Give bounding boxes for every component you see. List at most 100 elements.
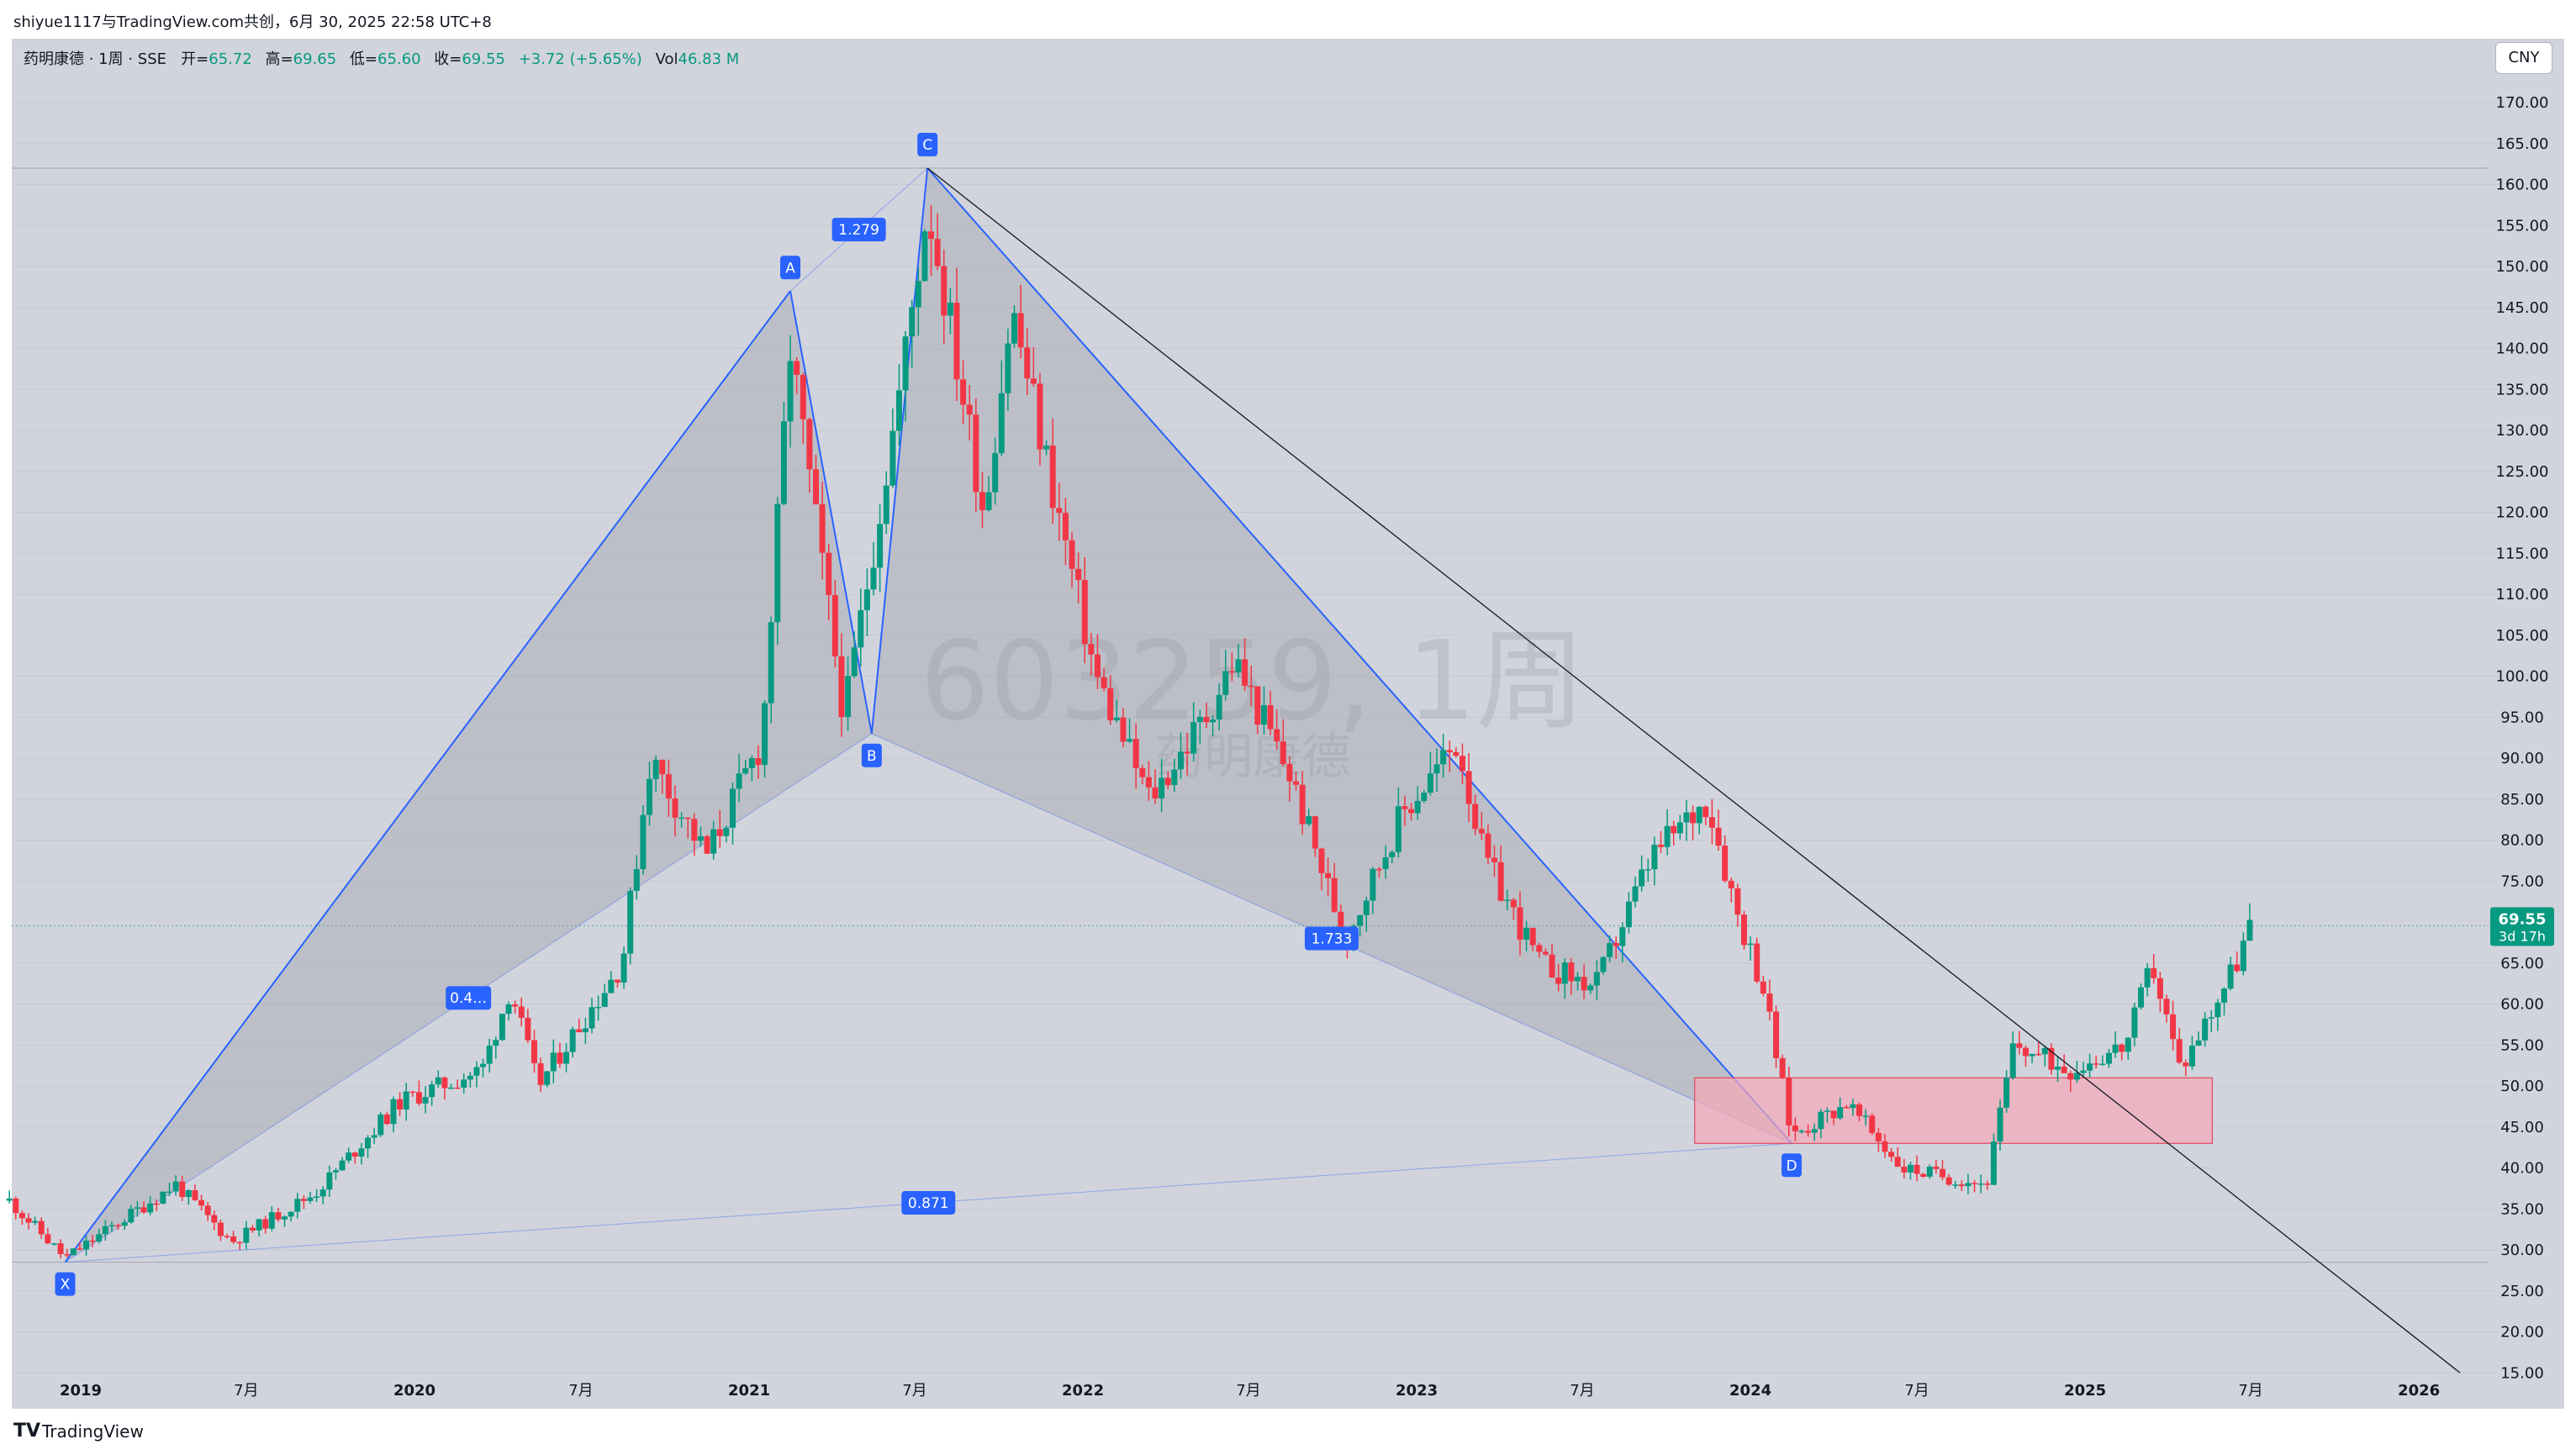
candle-body bbox=[736, 773, 742, 789]
candle-body bbox=[928, 231, 935, 240]
candle-body bbox=[1145, 777, 1152, 788]
candle-body bbox=[1651, 844, 1658, 870]
candle-body bbox=[979, 492, 985, 510]
candle-body bbox=[659, 759, 666, 775]
ratio-label: 1.279 bbox=[838, 222, 879, 239]
candle-body bbox=[115, 1225, 122, 1227]
candle-body bbox=[486, 1046, 493, 1064]
candle-body bbox=[691, 819, 698, 841]
candle-body bbox=[672, 798, 678, 818]
candle-body bbox=[282, 1216, 288, 1220]
candle-body bbox=[710, 829, 717, 854]
candle-body bbox=[1894, 1157, 1901, 1168]
candle-body bbox=[1210, 720, 1217, 723]
candle-body bbox=[332, 1170, 339, 1173]
candle-body bbox=[1754, 943, 1760, 982]
tradingview-logo[interactable]: TV bbox=[13, 1421, 41, 1442]
candle-body bbox=[998, 393, 1005, 454]
x-tick-label: 7月 bbox=[902, 1382, 926, 1400]
candle-body bbox=[1338, 911, 1344, 931]
candle-body bbox=[723, 827, 730, 836]
candle-body bbox=[1453, 751, 1460, 756]
candle-body bbox=[1485, 833, 1491, 858]
candle-body bbox=[1196, 716, 1203, 723]
candle-body bbox=[1235, 659, 1242, 673]
candle-body bbox=[1260, 704, 1267, 725]
chart-pane[interactable] bbox=[12, 39, 2564, 1409]
candle-body bbox=[1094, 654, 1101, 677]
candle-body bbox=[13, 1198, 19, 1214]
candle-body bbox=[1529, 927, 1536, 946]
candle-body bbox=[1011, 313, 1018, 344]
currency-button[interactable]: CNY bbox=[2495, 42, 2552, 74]
candle-body bbox=[1120, 717, 1127, 742]
candle-body bbox=[780, 421, 787, 504]
candle-body bbox=[2214, 1002, 2221, 1018]
candle-body bbox=[1811, 1129, 1818, 1133]
candle-body bbox=[1401, 806, 1408, 809]
candle-body bbox=[2240, 941, 2246, 972]
candle-body bbox=[1203, 716, 1210, 723]
y-tick-label: 45.00 bbox=[2500, 1119, 2544, 1136]
candle-body bbox=[300, 1199, 307, 1201]
candle-body bbox=[787, 361, 794, 422]
candle-body bbox=[863, 589, 870, 610]
candle-body bbox=[358, 1148, 365, 1157]
candle-body bbox=[2105, 1052, 2112, 1064]
candle-body bbox=[1740, 915, 1747, 946]
candle-body bbox=[2221, 988, 2228, 1003]
candle-body bbox=[57, 1243, 64, 1255]
candle-body bbox=[2234, 964, 2241, 972]
volume-label: Vol bbox=[655, 50, 678, 68]
candle-body bbox=[1037, 383, 1043, 450]
candle-body bbox=[25, 1218, 32, 1223]
candle-body bbox=[1952, 1184, 1959, 1186]
candle-body bbox=[2035, 1053, 2042, 1056]
candle-body bbox=[1728, 880, 1734, 888]
candle-body bbox=[499, 1014, 505, 1041]
x-tick-label: 7月 bbox=[1236, 1382, 1260, 1400]
candle-body bbox=[2029, 1053, 2035, 1057]
high-value: 69.65 bbox=[293, 50, 337, 68]
candle-body bbox=[537, 1062, 544, 1085]
y-tick-label: 105.00 bbox=[2496, 627, 2549, 645]
symbol-legend: 药明康德 · 1周 · SSE 开=65.72 高=69.65 低=65.60 … bbox=[24, 47, 747, 69]
symbol-name: 药明康德 · 1周 · SSE bbox=[24, 50, 167, 68]
candle-body bbox=[1184, 751, 1190, 754]
x-tick-label: 2023 bbox=[1396, 1382, 1438, 1400]
candle-body bbox=[2112, 1044, 2119, 1053]
candle-body bbox=[448, 1087, 455, 1089]
high-label: 高= bbox=[265, 50, 293, 68]
candle-body bbox=[947, 303, 953, 316]
tradingview-brand[interactable]: TradingView bbox=[42, 1421, 144, 1442]
candle-body bbox=[1977, 1183, 1984, 1185]
candle-body bbox=[1030, 378, 1037, 384]
candle-body bbox=[620, 953, 627, 983]
candle-body bbox=[121, 1222, 128, 1226]
candle-body bbox=[1632, 886, 1639, 902]
candle-body bbox=[1990, 1141, 1997, 1185]
candle-body bbox=[1101, 677, 1107, 688]
pattern-point-marker bbox=[917, 133, 938, 156]
candle-body bbox=[742, 767, 749, 774]
candle-body bbox=[1581, 977, 1587, 991]
candle-body bbox=[6, 1198, 13, 1201]
candle-body bbox=[390, 1099, 397, 1125]
candle-body bbox=[1708, 817, 1715, 828]
candle-body bbox=[1478, 829, 1485, 834]
y-tick-label: 125.00 bbox=[2496, 463, 2549, 481]
candle-body bbox=[1824, 1110, 1830, 1112]
candle-body bbox=[415, 1092, 422, 1104]
candle-body bbox=[1325, 872, 1332, 878]
candle-body bbox=[1600, 957, 1607, 973]
x-tick-label: 2020 bbox=[393, 1382, 435, 1400]
candle-body bbox=[50, 1243, 57, 1245]
support-zone bbox=[1694, 1077, 2213, 1144]
candle-body bbox=[1517, 907, 1523, 940]
candle-body bbox=[275, 1212, 282, 1220]
open-value: 65.72 bbox=[209, 50, 252, 68]
candle-body bbox=[128, 1209, 135, 1223]
candle-body bbox=[1676, 822, 1683, 834]
candle-body bbox=[102, 1226, 108, 1235]
